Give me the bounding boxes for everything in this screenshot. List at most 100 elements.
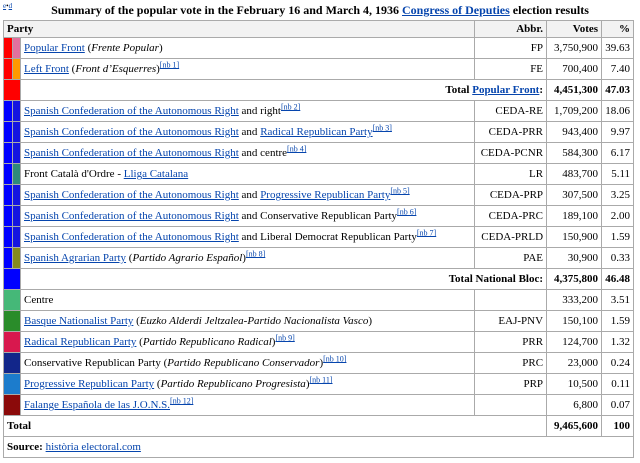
table-row: Left Front (Front d’Esquerres)[nb 1] FE 70… bbox=[3, 58, 635, 80]
group-color bbox=[3, 58, 13, 80]
column-header: Party bbox=[2, 20, 476, 38]
header-row: Party Abbr. Votes% bbox=[2, 20, 635, 38]
text: ) bbox=[319, 357, 324, 369]
text: and bbox=[238, 189, 261, 201]
footnote: [nb 6] bbox=[397, 207, 416, 216]
text: ) bbox=[271, 336, 276, 348]
party-color bbox=[12, 142, 21, 164]
footnote: [nb 9] bbox=[275, 333, 294, 342]
link[interactable]: Popular Front bbox=[24, 42, 85, 54]
percent-cell: 0.11 bbox=[601, 373, 635, 395]
link[interactable]: Spanish Confederation of the Autonomous … bbox=[24, 147, 239, 159]
footnote: [nb 12] bbox=[170, 396, 193, 405]
link[interactable]: Spanish Confederation of the Autonomous … bbox=[24, 126, 239, 138]
table-row: Spanish Confederation of the Autonomous … bbox=[3, 226, 635, 248]
abbr-cell: CEDA-PRR bbox=[474, 121, 548, 143]
link[interactable]: Spanish Confederation of the Autonomous … bbox=[24, 189, 239, 201]
link[interactable]: Spanish Confederation of the Autonomous … bbox=[24, 231, 239, 243]
votes-cell: 4,451,300 bbox=[546, 79, 603, 101]
link[interactable]: Radical Republican Party bbox=[24, 336, 137, 348]
party-color bbox=[3, 331, 21, 353]
party-cell: Spanish Agrarian Party (Partido Agrario … bbox=[19, 247, 476, 269]
text: ) bbox=[158, 42, 163, 54]
link[interactable]: Progressive Republican Party bbox=[260, 189, 391, 201]
text: Conservative Republican Party ( bbox=[24, 357, 168, 369]
group-color bbox=[3, 142, 13, 164]
abbr-cell: CEDA-PRC bbox=[474, 205, 548, 227]
footnote-link[interactable]: [nb 1] bbox=[159, 60, 180, 70]
percent-cell: 7.40 bbox=[601, 58, 635, 80]
percent-cell: 2.00 bbox=[601, 205, 635, 227]
source-link[interactable]: història electoral.com bbox=[45, 441, 141, 453]
group-color bbox=[3, 163, 13, 185]
text: and right bbox=[238, 105, 281, 117]
text: ) bbox=[368, 315, 372, 327]
votes-cell: 333,200 bbox=[546, 289, 603, 311]
footnote-link[interactable]: [nb 12] bbox=[170, 396, 194, 406]
italic-text: Euzko Alderdi Jeltzalea-Partido Nacional… bbox=[139, 315, 369, 327]
party-cell: Conservative Republican Party (Partido R… bbox=[19, 352, 476, 374]
link[interactable]: Spanish Confederation of the Autonomous … bbox=[24, 210, 239, 222]
text: Total bbox=[7, 420, 32, 432]
text: and Liberal Democrat Republican Party bbox=[238, 231, 417, 243]
party-cell: Spanish Confederation of the Autonomous … bbox=[19, 121, 476, 143]
table-row: Centre 333,200 3.51 bbox=[3, 289, 635, 311]
nav-link[interactable]: d bbox=[8, 2, 13, 10]
link[interactable]: Left Front bbox=[24, 63, 69, 75]
percent-cell: 3.51 bbox=[601, 289, 635, 311]
link[interactable]: Basque Nationalist Party bbox=[24, 315, 134, 327]
party-cell: Progressive Republican Party (Partido Re… bbox=[19, 373, 476, 395]
text: Summary of the popular vote in the Febru… bbox=[51, 3, 402, 17]
nav-link[interactable]: e bbox=[3, 2, 7, 10]
footnote-link[interactable]: [nb 4] bbox=[287, 144, 307, 154]
link[interactable]: Progressive Republican Party bbox=[24, 378, 155, 390]
votes-cell: 6,800 bbox=[546, 394, 603, 416]
footnote-link[interactable]: [nb 3] bbox=[372, 123, 392, 133]
link[interactable]: Popular Front bbox=[472, 84, 540, 96]
text: and centre bbox=[238, 147, 288, 159]
party-cell: Radical Republican Party (Partido Republ… bbox=[19, 331, 476, 353]
link[interactable]: Lliga Catalana bbox=[123, 168, 189, 180]
group-color bbox=[3, 37, 13, 59]
party-color bbox=[3, 394, 21, 416]
abbr-cell bbox=[474, 289, 548, 311]
footnote-link[interactable]: [nb 2] bbox=[280, 102, 301, 112]
text: ( bbox=[68, 63, 76, 75]
footnote-link[interactable]: [nb 7] bbox=[416, 228, 437, 238]
footnote-link[interactable]: [nb 10] bbox=[323, 354, 347, 364]
percent-cell: 0.24 bbox=[601, 352, 635, 374]
group-color bbox=[3, 205, 13, 227]
link[interactable]: Congress of Deputies bbox=[402, 3, 510, 17]
votes-cell: 30,900 bbox=[546, 247, 603, 269]
link[interactable]: Spanish Agrarian Party bbox=[24, 252, 127, 264]
italic-text: Partido Agrario Español bbox=[132, 252, 243, 264]
source-label: Source: bbox=[7, 441, 43, 453]
abbr-cell: PRP bbox=[474, 373, 548, 395]
text: Total bbox=[445, 84, 473, 96]
footnote-link[interactable]: [nb 5] bbox=[390, 186, 410, 196]
table-row: Front Català d'Ordre - Lliga Catalana LR 4… bbox=[3, 163, 635, 185]
percent-cell: 0.33 bbox=[601, 247, 635, 269]
text: : bbox=[539, 84, 544, 96]
column-header: Abbr. bbox=[474, 20, 548, 38]
text: ( bbox=[84, 42, 92, 54]
link[interactable]: Radical Republican Party bbox=[260, 126, 373, 138]
footnote-link[interactable]: [nb 8] bbox=[245, 249, 266, 259]
percent-cell: 47.03 bbox=[601, 79, 635, 101]
footnote-link[interactable]: [nb 11] bbox=[309, 375, 333, 385]
italic-text: Frente Popular bbox=[91, 42, 159, 54]
text: ) bbox=[242, 252, 246, 264]
table-row: Total 9,465,600 100 bbox=[2, 415, 635, 437]
link[interactable]: Spanish Confederation of the Autonomous … bbox=[24, 105, 239, 117]
table-row: Total National Bloc: 4,375,800 46.48 bbox=[3, 268, 635, 290]
votes-cell: 150,100 bbox=[546, 310, 603, 332]
party-cell: Centre bbox=[19, 289, 476, 311]
footnote-link[interactable]: [nb 6] bbox=[397, 207, 417, 217]
party-color bbox=[3, 352, 21, 374]
results-table: Party Abbr. Votes% Popular Front (Frente P… bbox=[2, 20, 635, 458]
table-row: Popular Front (Frente Popular) FP 3,750,90… bbox=[3, 37, 635, 59]
votes-cell: 150,900 bbox=[546, 226, 603, 248]
footnote-link[interactable]: [nb 9] bbox=[275, 333, 295, 343]
link[interactable]: Falange Española de las J.O.N.S. bbox=[24, 399, 171, 411]
